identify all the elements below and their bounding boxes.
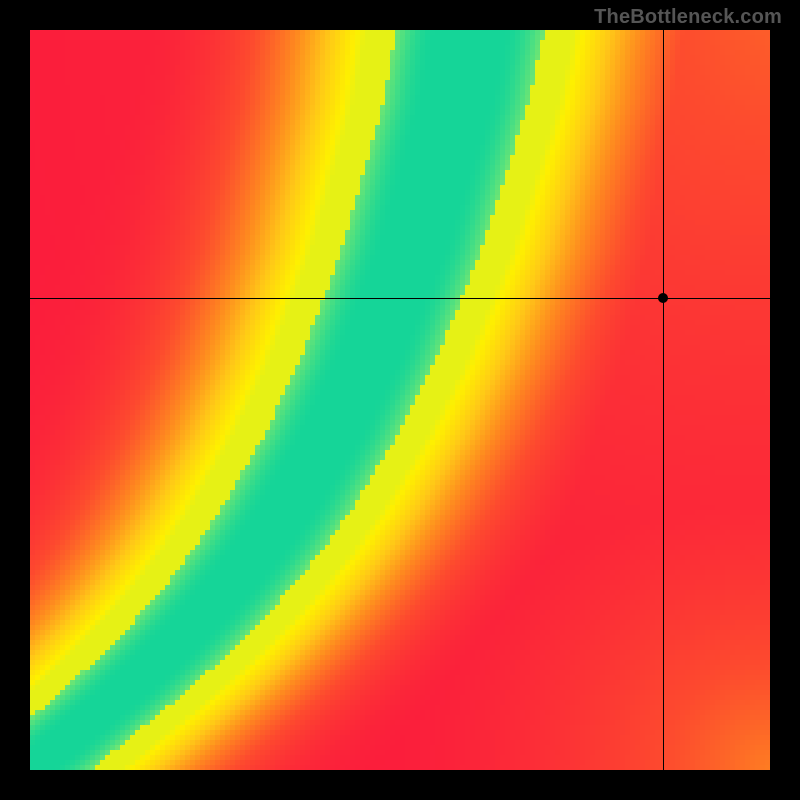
watermark-label: TheBottleneck.com — [594, 6, 782, 29]
crosshair-marker — [658, 293, 668, 303]
figure-container: TheBottleneck.com — [0, 0, 800, 800]
plot-area — [30, 30, 770, 770]
crosshair-vertical-line — [663, 30, 664, 770]
bottleneck-heatmap — [30, 30, 770, 770]
